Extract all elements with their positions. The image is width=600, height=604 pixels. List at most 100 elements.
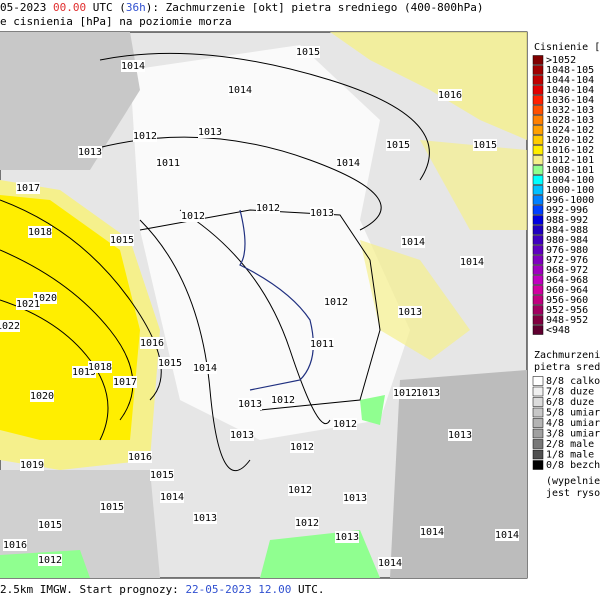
legend-swatch [532, 449, 544, 460]
label-bg [28, 226, 52, 238]
isobar [0, 199, 162, 401]
legend-swatch [532, 175, 544, 185]
header-line: e cisnienia [hPa] na poziomie morza [0, 15, 232, 28]
isobar-label: 1012 [295, 518, 319, 529]
label-bg [333, 418, 357, 430]
legend-label: 1000-100 [546, 185, 594, 196]
isobar-label: 1013 [310, 208, 334, 219]
legend-swatch [532, 235, 544, 245]
label-bg [398, 306, 422, 318]
pressure-area [360, 240, 470, 360]
isobar-label: 1016 [140, 338, 164, 349]
legend-label: 1048-105 [546, 65, 594, 76]
label-bg [181, 210, 205, 222]
legend-swatch [532, 105, 544, 115]
isobar-label: 1014 [336, 158, 360, 169]
legend-title: Cisnienie [hP [534, 42, 600, 53]
header-line: 05-2023 00.00 UTC (36h): Zachmurzenie [o… [0, 1, 484, 14]
isobar-label: 1022 [0, 321, 20, 332]
isobar-label: 1014 [378, 558, 402, 569]
label-bg [393, 387, 417, 399]
isobar-label: 1014 [121, 61, 145, 72]
label-bg [78, 146, 102, 158]
legend-swatch [532, 225, 544, 235]
legend-swatch [532, 145, 544, 155]
isobar-label: 1013 [230, 430, 254, 441]
label-bg [228, 84, 252, 96]
isobar-label: 1017 [16, 183, 40, 194]
legend-label: 0/8 bezch [546, 460, 600, 471]
legend-note: (wypelnieni [546, 476, 600, 487]
legend-label: 6/8 duze [546, 397, 594, 408]
legend-swatch [532, 195, 544, 205]
legend-swatch [532, 460, 544, 470]
label-bg [378, 557, 402, 569]
isobar-label: 1013 [448, 430, 472, 441]
legend-label: 1012-101 [546, 155, 594, 166]
legend-label: 988-992 [546, 215, 588, 226]
label-bg [193, 362, 217, 374]
legend-label: 1024-102 [546, 125, 594, 136]
legend-label: 2/8 male [546, 439, 594, 450]
label-bg [271, 394, 295, 406]
legend-label: 1016-102 [546, 145, 594, 156]
isobar-label: 1012 [324, 297, 348, 308]
legend-swatch [532, 165, 544, 175]
legend-title: pietra sredni [534, 362, 600, 373]
legend-label: 1040-104 [546, 85, 594, 96]
legend-label: 960-964 [546, 285, 588, 296]
legend-swatch [532, 315, 544, 325]
label-bg [290, 441, 314, 453]
river [239, 209, 314, 391]
pressure-area [330, 32, 527, 140]
legend-swatch [532, 65, 544, 75]
header-time: 00.00 [53, 1, 86, 14]
legend-swatch [532, 155, 544, 165]
label-bg [343, 492, 367, 504]
cloud-area [0, 32, 140, 170]
header-lead: 36h [126, 1, 146, 14]
isobar-label: 1012 [288, 485, 312, 496]
legend-label: 5/8 umiar [546, 408, 600, 419]
isobar [179, 209, 331, 425]
label-bg [198, 126, 222, 138]
legend-label: 968-972 [546, 265, 588, 276]
isobar [139, 219, 251, 472]
header-text: UTC ( [86, 1, 126, 14]
legend-label: 1008-101 [546, 165, 594, 176]
label-bg [296, 46, 320, 58]
isobar-label: 1012 [38, 555, 62, 566]
legend-swatch [532, 55, 544, 65]
label-bg [401, 236, 425, 248]
label-bg [38, 519, 62, 531]
isobar [99, 52, 430, 181]
legend-swatch [532, 305, 544, 315]
label-bg [495, 529, 519, 541]
isobar-label: 1015 [473, 140, 497, 151]
isobar-label: 1013 [398, 307, 422, 318]
label-bg [160, 491, 184, 503]
isobar-label: 1020 [30, 391, 54, 402]
isobar-label: 1014 [460, 257, 484, 268]
legend: Cisnienie [hP >10521048-1051044-1041040-… [532, 42, 600, 499]
label-bg [256, 202, 280, 214]
isobar-label: 1011 [156, 158, 180, 169]
isobar-label: 1012 [256, 203, 280, 214]
isobar-label: 1013 [343, 493, 367, 504]
isobar-label: 1014 [193, 363, 217, 374]
isobar [0, 299, 109, 441]
isobar-label: 1015 [38, 520, 62, 531]
legend-label: 980-984 [546, 235, 588, 246]
legend-label: 996-1000 [546, 195, 594, 206]
isobar-label: 1014 [495, 530, 519, 541]
border [139, 209, 381, 411]
legend-swatch [532, 75, 544, 85]
legend-swatch [532, 418, 544, 428]
legend-swatch [532, 205, 544, 215]
legend-label: 964-968 [546, 275, 588, 286]
legend-label: 956-960 [546, 295, 588, 306]
legend-label: 984-988 [546, 225, 588, 236]
label-bg [288, 484, 312, 496]
footer: 2.5km IMGW. Start prognozy: 22-05-2023 1… [0, 583, 325, 596]
isobar-label: 1015 [150, 470, 174, 481]
